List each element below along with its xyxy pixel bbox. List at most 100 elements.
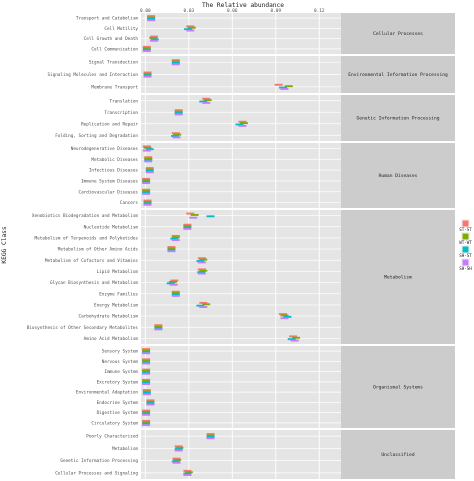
point-st-st (147, 15, 156, 18)
point-sh-sh (171, 239, 180, 242)
x-tick-label: 0.00 (140, 8, 151, 14)
x-axis-title: The Relative abundance (202, 2, 284, 9)
point-sh-sh (280, 317, 289, 320)
point-wt-wt (187, 26, 196, 29)
point-st-st (183, 223, 192, 226)
point-sh-st (142, 412, 151, 415)
point-sh-sh (186, 29, 195, 32)
point-sh-sh (174, 113, 183, 116)
point-sh-st (171, 460, 180, 463)
panel-bg-unclassified (141, 430, 341, 479)
panel-bg-metabolism (141, 210, 341, 344)
point-sh-st (206, 215, 215, 218)
x-axis-ticks: 0.00 0.03 0.06 0.09 0.12 (140, 8, 325, 14)
strip-label: Human Diseases (379, 173, 418, 179)
category-label: Circulatory System (91, 420, 138, 426)
point-sh-st (199, 100, 208, 103)
point-wt-wt (142, 380, 151, 383)
point-wt-wt (202, 303, 211, 306)
category-label: Cell Communication (91, 46, 138, 52)
legend-label: SH-SH (459, 266, 472, 271)
point-wt-wt (144, 157, 153, 160)
point-wt-wt (199, 258, 208, 261)
point-sh-sh (167, 250, 176, 253)
point-st-st (186, 25, 195, 28)
point-sh-st (197, 271, 206, 274)
category-label: Energy Metabolism (94, 302, 138, 308)
legend-swatch-sh-sh (462, 259, 469, 266)
point-st-st (146, 399, 155, 402)
category-label: Genetic Information Processing (60, 458, 138, 464)
point-sh-st (171, 61, 180, 64)
point-st-st (197, 268, 206, 271)
point-st-st (238, 120, 247, 123)
point-st-st (171, 59, 180, 62)
point-st-st (279, 313, 288, 315)
point-sh-sh (174, 449, 183, 452)
y-axis-title: KEGG Class (1, 226, 8, 264)
point-sh-st (142, 48, 151, 51)
point-wt-wt (171, 292, 180, 295)
point-wt-wt (143, 146, 152, 149)
category-label: Signaling Molecules and Interaction (47, 72, 138, 78)
category-label: Infectious Diseases (89, 168, 139, 174)
panel-bg-human-diseases (141, 143, 341, 208)
point-sh-st (166, 282, 175, 285)
point-sh-sh (172, 461, 181, 464)
category-label: Folding, Sorting and Degradation (55, 133, 138, 139)
facet-panels (141, 13, 341, 479)
point-sh-sh (146, 403, 155, 406)
point-st-st (199, 301, 208, 304)
category-label: Cancers (120, 200, 139, 206)
point-sh-sh (147, 19, 156, 22)
point-sh-sh (183, 227, 192, 230)
legend-swatch-sh-st (462, 246, 469, 253)
point-wt-wt (168, 280, 177, 283)
point-wt-wt (142, 349, 151, 352)
strip-label: Unclassified (381, 452, 414, 458)
point-sh-sh (171, 63, 180, 66)
point-sh-st (143, 74, 152, 77)
point-st-st (142, 368, 151, 371)
category-label: Sensory System (102, 349, 139, 355)
point-sh-st (171, 293, 180, 296)
point-sh-st (279, 86, 288, 89)
strip-label: Genetic Information Processing (357, 116, 440, 122)
point-wt-wt (146, 400, 155, 403)
point-sh-st (154, 327, 163, 329)
point-sh-st (142, 361, 151, 364)
category-label: Immune System Diseases (81, 178, 138, 184)
point-sh-sh (142, 352, 151, 355)
point-st-st (144, 156, 153, 159)
point-sh-st (147, 17, 156, 20)
point-st-st (142, 177, 151, 180)
point-wt-wt (142, 421, 151, 424)
point-sh-st (142, 381, 151, 384)
point-sh-sh (142, 362, 151, 365)
point-st-st (142, 348, 151, 351)
point-st-st (174, 109, 183, 112)
point-sh-sh (169, 283, 178, 286)
category-label: Cardiovascular Diseases (79, 189, 139, 195)
point-wt-wt (149, 37, 158, 39)
point-sh-sh (238, 124, 247, 127)
category-label: Digestive System (97, 410, 139, 416)
point-sh-st (167, 248, 176, 251)
panel-bg-organismal-systems (141, 346, 341, 428)
point-sh-sh (143, 203, 152, 206)
category-label: Nucleotide Metabolism (84, 224, 139, 230)
strip-bg-unclassified (341, 430, 455, 479)
legend-label: WT-WT (459, 240, 472, 245)
point-sh-st (206, 435, 215, 438)
point-sh-sh (290, 339, 299, 342)
point-wt-wt (142, 179, 151, 182)
category-label: Cell Growth and Death (84, 36, 139, 42)
x-tick-label: 0.09 (270, 8, 281, 14)
category-label: Signal Transduction (89, 60, 139, 66)
category-label: Transport and Catabolism (76, 16, 138, 22)
point-wt-wt (175, 446, 184, 449)
point-sh-st (142, 371, 151, 374)
strip-label: Cellular Processes (373, 31, 423, 37)
point-st-st (197, 257, 206, 260)
strip-bg-organismal-systems (341, 346, 455, 428)
